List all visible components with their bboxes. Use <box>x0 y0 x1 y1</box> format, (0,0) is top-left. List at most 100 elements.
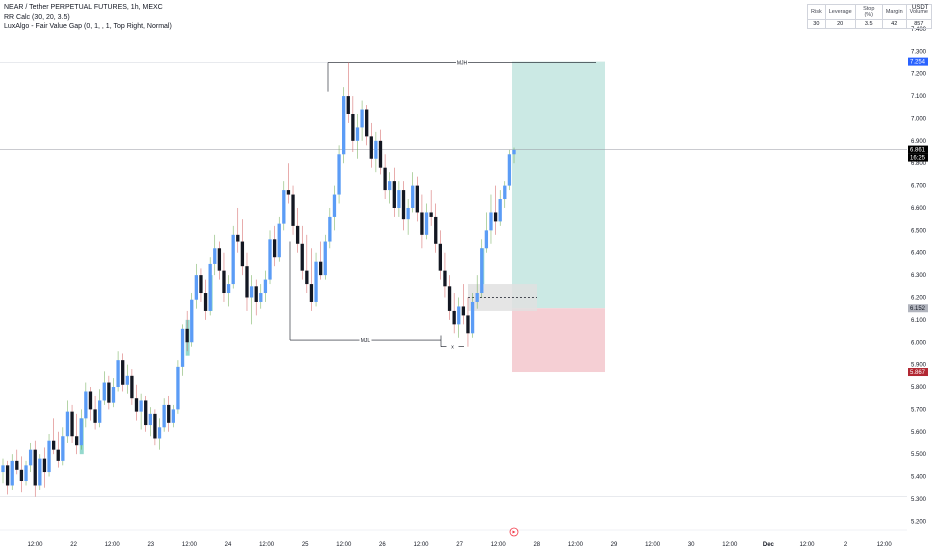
candle-body <box>84 391 88 419</box>
x-tick-label: 23 <box>147 542 154 548</box>
candle <box>507 149 512 191</box>
candle <box>424 203 429 240</box>
candle <box>213 234 217 276</box>
candle <box>328 207 332 249</box>
candle <box>75 413 79 455</box>
candle-body <box>98 400 102 423</box>
candle-body <box>38 458 42 486</box>
candle-body <box>157 427 162 439</box>
candle <box>226 275 231 307</box>
y-tick-label: 6.600 <box>911 206 927 212</box>
candle <box>98 389 102 428</box>
structure-level-label: MJH <box>457 61 468 67</box>
indicator-fvg[interactable]: LuxAlgo - Fair Value Gap (0, 1, , 1, Top… <box>4 23 172 30</box>
candle-body <box>203 293 208 311</box>
candle-body <box>503 185 507 200</box>
candle <box>466 297 470 347</box>
candle <box>42 447 47 488</box>
candle-body <box>222 270 226 294</box>
candle-body <box>475 293 479 302</box>
candle-body <box>236 234 240 242</box>
candle-body <box>323 241 327 276</box>
candle <box>199 268 203 302</box>
candle-body <box>480 248 484 294</box>
candle-body <box>240 241 245 267</box>
candle-body <box>231 234 235 285</box>
candle <box>259 284 263 309</box>
candle-body <box>144 400 148 426</box>
y-tick-label: 6.200 <box>911 295 927 301</box>
x-tick-label: 2 <box>844 542 848 548</box>
y-tick-label: 7.400 <box>911 27 927 33</box>
candle <box>236 207 240 253</box>
candle <box>286 163 291 204</box>
candle <box>337 145 341 204</box>
candle-body <box>360 109 364 128</box>
candle-body <box>401 190 406 220</box>
candle <box>38 454 42 490</box>
price-tag-last <box>908 145 928 154</box>
candle <box>314 252 318 307</box>
candle <box>438 230 442 280</box>
currency-label[interactable]: USDT <box>912 5 929 11</box>
y-tick-label: 5.600 <box>911 430 927 436</box>
candle-body <box>148 413 152 426</box>
candle-body <box>199 275 203 294</box>
candle <box>447 275 452 320</box>
candle-body <box>291 194 295 226</box>
candle-body <box>369 136 373 159</box>
candle-body <box>116 360 120 388</box>
candle <box>489 194 493 244</box>
candle-body <box>461 306 466 316</box>
candle-body <box>314 261 318 302</box>
stop-loss-zone <box>512 308 605 373</box>
price-tag-countdown <box>908 153 928 162</box>
candle-body <box>365 109 369 137</box>
stats-value-volume: 857 <box>905 19 932 29</box>
candle <box>369 122 373 168</box>
candle-body <box>406 207 410 220</box>
price-tag-text: 7.254 <box>910 60 926 66</box>
candle-body <box>162 404 166 428</box>
candle <box>222 252 226 302</box>
symbol-title: NEAR / Tether PERPETUAL FUTURES, 1h, MEX… <box>4 4 163 11</box>
x-tick-label: 12:00 <box>645 542 661 548</box>
price-tag-entry <box>908 304 928 313</box>
x-tick-label: 12:00 <box>259 542 275 548</box>
candle-body <box>125 375 129 385</box>
stats-header-leverage: Leverage <box>824 4 856 20</box>
candle-body <box>493 212 498 222</box>
y-tick-label: 5.300 <box>911 497 927 503</box>
candle-body <box>346 96 350 114</box>
candle <box>15 449 19 475</box>
candle <box>217 241 222 280</box>
candle <box>323 234 327 280</box>
candle-body <box>33 449 37 486</box>
candle-body <box>130 375 134 399</box>
x-tick-label: 27 <box>456 542 463 548</box>
candle-body <box>111 387 116 403</box>
x-tick-label: 12:00 <box>491 542 507 548</box>
candle <box>355 113 360 159</box>
candle <box>139 393 143 430</box>
candle-body <box>263 279 268 294</box>
candle <box>493 185 498 235</box>
candle-body <box>282 190 286 224</box>
y-tick-label: 7.000 <box>911 116 927 122</box>
candle <box>88 387 93 421</box>
candle <box>70 404 74 443</box>
candle-body <box>180 328 185 367</box>
indicator-rr-calc[interactable]: RR Calc (30, 20, 3.5) <box>4 13 70 21</box>
candle-body <box>56 449 60 461</box>
candle-body <box>397 190 401 208</box>
candle <box>245 252 249 311</box>
candle <box>28 442 33 473</box>
candle-body <box>355 127 360 141</box>
price-tag-target <box>908 57 928 66</box>
x-tick-label: 22 <box>70 542 77 548</box>
candle <box>351 96 355 153</box>
candle <box>93 395 97 430</box>
stats-header-stop: Stop (%) <box>854 4 883 20</box>
candle-body <box>305 270 309 285</box>
